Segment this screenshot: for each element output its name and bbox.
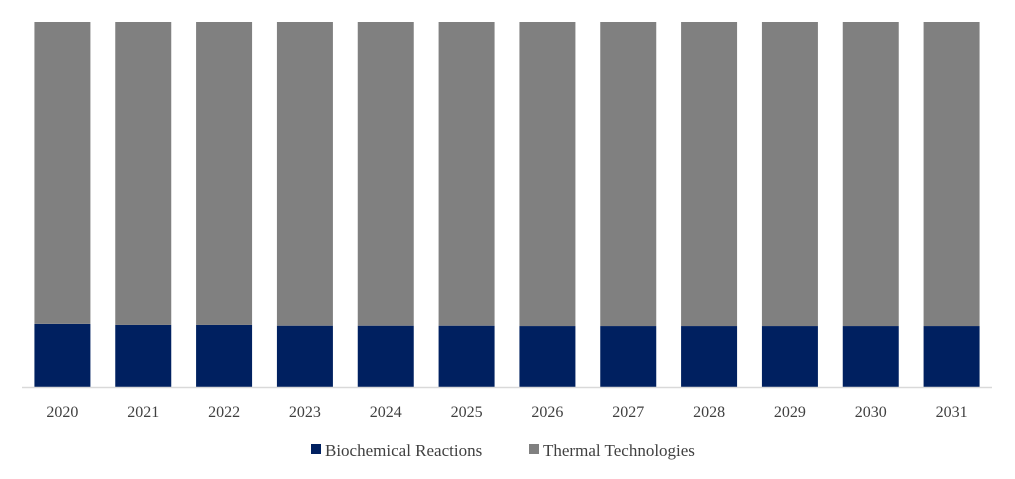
bar-biochemical-reactions-2023 [276,325,333,387]
x-tick-label-2022: 2022 [208,404,240,421]
bar-biochemical-reactions-2021 [115,324,172,387]
bar-biochemical-reactions-2020 [34,323,91,387]
bars-group [34,22,980,387]
bar-biochemical-reactions-2031 [923,326,980,387]
bar-thermal-technologies-2030 [842,22,899,327]
x-tick-label-2025: 2025 [451,404,483,421]
bar-biochemical-reactions-2024 [357,325,414,387]
x-tick-label-2029: 2029 [774,404,806,421]
x-tick-label-2031: 2031 [936,404,968,421]
bar-thermal-technologies-2027 [600,22,657,327]
bar-biochemical-reactions-2022 [196,324,253,387]
bar-biochemical-reactions-2027 [600,326,657,387]
legend-swatch-biochemical-reactions [311,444,321,454]
bar-biochemical-reactions-2026 [519,326,576,387]
bar-thermal-technologies-2028 [681,22,738,327]
x-tick-label-2030: 2030 [855,404,887,421]
legend-label-thermal-technologies: Thermal Technologies [543,441,695,460]
x-tick-label-2024: 2024 [370,404,402,421]
x-tick-label-2023: 2023 [289,404,321,421]
x-tick-label-2026: 2026 [531,404,563,421]
x-tick-label-2021: 2021 [127,404,159,421]
x-tick-labels: 2020 2021 2022 2023 2024 2025 2026 2027 2028 2029… [46,404,967,421]
x-tick-label-2028: 2028 [693,404,725,421]
bar-thermal-technologies-2031 [923,22,980,327]
bar-biochemical-reactions-2028 [681,326,738,387]
legend: Biochemical Reactions Thermal Technologi… [311,441,695,460]
x-tick-label-2027: 2027 [612,404,644,421]
bar-biochemical-reactions-2030 [842,326,899,387]
bar-biochemical-reactions-2029 [761,326,818,387]
bar-thermal-technologies-2022 [196,22,253,325]
x-tick-label-2020: 2020 [46,404,78,421]
bar-thermal-technologies-2020 [34,22,91,324]
bar-thermal-technologies-2023 [276,22,333,326]
legend-swatch-thermal-technologies [529,444,539,454]
bar-thermal-technologies-2029 [761,22,818,327]
bar-biochemical-reactions-2025 [438,325,495,387]
bar-thermal-technologies-2025 [438,22,495,326]
bar-thermal-technologies-2024 [357,22,414,326]
bar-thermal-technologies-2021 [115,22,172,325]
legend-label-biochemical-reactions: Biochemical Reactions [325,441,482,460]
bar-thermal-technologies-2026 [519,22,576,327]
